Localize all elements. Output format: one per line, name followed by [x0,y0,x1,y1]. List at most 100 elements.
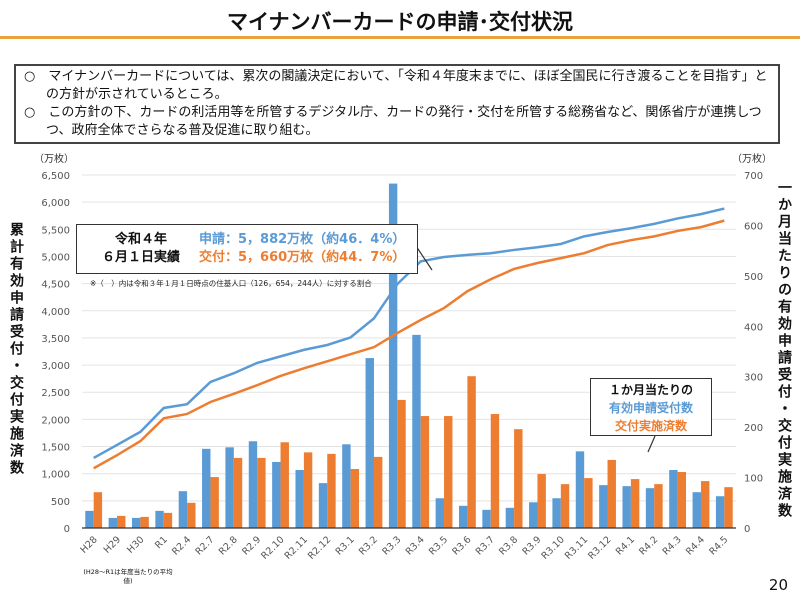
x-tick-label: R3.8 [497,534,520,557]
bar-applied [342,444,351,528]
x-tick-label: R3.5 [427,534,450,557]
bar-applied [575,451,585,528]
bar-applied [435,498,445,528]
left-tick-label: 4,000 [41,307,70,318]
legend-issued: 交付実施済数 [614,419,687,433]
left-tick-label: 500 [51,497,70,508]
left-axis-title: 累計有効申請受付・交付実施済数 [8,222,24,477]
bar-applied [622,486,631,528]
bar-issued [140,516,149,528]
bar-issued [677,472,687,528]
bar-issued [210,477,219,528]
x-tick-label: R3.11 [563,534,590,561]
x-tick-label: R3.6 [450,534,473,557]
bar-issued [373,456,383,528]
bar-issued [163,512,173,528]
legend-pointer [647,435,656,453]
x-tick-label: R4.3 [661,534,684,557]
legend-heading: １か月当たりの [608,383,693,397]
bar-issued [93,492,103,528]
page-title: マイナンバーカードの申請･交付状況 [226,10,574,34]
x-tick-label: H28 [78,534,99,555]
legend-applied: 有効申請受付数 [608,401,693,415]
x-tick-label: H30 [125,534,146,555]
x-tick-label: R4.5 [707,534,730,557]
bar-issued [257,457,266,528]
bar-issued [654,484,663,528]
bar-applied [645,488,655,528]
x-tick-label: H29 [102,534,123,555]
x-tick-label: R3.2 [357,534,380,557]
bar-applied [318,483,328,528]
bar-applied [202,448,211,528]
right-tick-label: 400 [744,322,763,333]
bar-issued [303,452,313,528]
bar-applied [669,470,678,528]
left-unit: （万枚） [34,154,74,165]
right-tick-label: 600 [744,221,763,232]
bar-issued [187,502,196,528]
x-axis-note: (H28～R1は年度当たりの平均値) [83,568,173,585]
bar-issued [327,453,336,528]
x-tick-label: R3.4 [404,534,427,557]
bar-applied [155,510,164,528]
bar-applied [505,507,515,528]
x-tick-label: R2.12 [306,534,333,561]
title-underline [0,36,800,39]
legend: １か月当たりの 有効申請受付数 交付実施済数 [590,378,712,436]
x-tick-label: R4.4 [684,534,707,557]
bar-applied [295,470,304,528]
right-tick-label: 300 [744,373,763,384]
x-tick-label: R3.3 [380,534,403,557]
left-tick-label: 1,500 [41,443,70,454]
x-tick-label: R3.10 [540,534,567,561]
x-tick-label: R3.12 [586,534,613,561]
bar-applied [365,358,374,528]
left-tick-label: 3,000 [41,361,70,372]
left-tick-label: 4,500 [41,280,70,291]
note-1: ○ マイナンバーカードについては、累次の閣議決定において、「令和４年度末までに、… [24,69,768,102]
left-tick-label: 0 [64,524,70,535]
bar-applied [248,441,258,528]
bar-applied [225,447,234,528]
right-tick-label: 700 [744,171,763,182]
x-tick-label: R2.10 [259,534,286,561]
summary-box: ○ マイナンバーカードについては、累次の閣議決定において、「令和４年度末までに、… [14,64,780,144]
callout-applied: 申請：5，882万枚（約46．4%） [199,232,406,247]
callout-footnote: ※（ ）内は令和３年１月１日時点の住基人口（126，654，244人）に対する割… [90,279,372,288]
bar-issued [444,416,453,528]
bar-issued [584,478,593,528]
bar-issued [724,487,733,528]
bar-issued [117,515,126,528]
right-tick-label: 500 [744,272,763,283]
x-tick-label: R3.7 [474,534,497,557]
left-tick-label: 6,000 [41,198,70,209]
bar-applied [715,496,725,528]
bar-issued [607,459,616,528]
bar-applied [482,509,491,528]
left-tick-label: 1,000 [41,470,70,481]
bar-issued [397,399,406,528]
bar-applied [692,492,701,528]
bar-issued [700,481,710,528]
bar-applied [388,183,398,528]
left-tick-label: 3,500 [41,334,70,345]
bar-issued [514,429,523,528]
right-tick-label: 100 [744,474,763,485]
left-tick-label: 2,500 [41,388,70,399]
bar-issued [467,376,476,528]
left-tick-label: 6,500 [41,171,70,182]
bar-applied [272,461,281,528]
right-unit: （万枚） [732,154,772,165]
line-issued [93,219,725,470]
right-tick-label: 0 [744,524,750,535]
x-tick-label: R2.7 [193,534,216,557]
page-number: 20 [768,576,788,594]
left-tick-label: 5,000 [41,252,70,263]
bar-applied [178,491,188,528]
callout-date-1: 令和４年 [114,232,167,247]
right-tick-label: 200 [744,423,763,434]
x-tick-label: R3.1 [334,534,357,557]
bar-issued [420,416,430,528]
